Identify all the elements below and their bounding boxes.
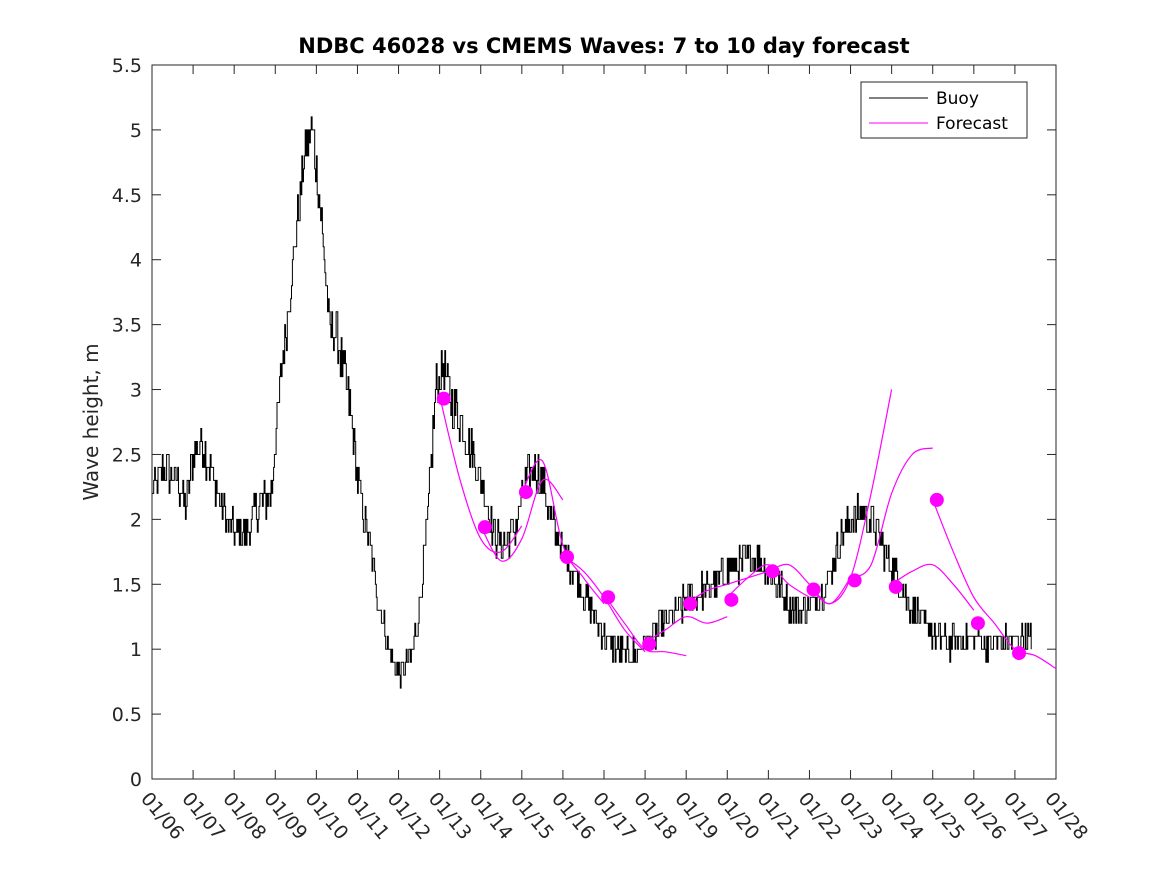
legend-buoy-label: Buoy (936, 89, 979, 109)
forecast-point (1012, 646, 1027, 661)
x-tick-label: 01/28 (1040, 788, 1092, 844)
x-tick-label: 01/15 (506, 788, 558, 844)
x-tick-label: 01/25 (917, 788, 969, 844)
forecast-point (683, 596, 698, 611)
x-tick-label: 01/10 (301, 788, 353, 844)
x-tick-labels: 01/0601/0701/0801/0901/1001/1101/1201/13… (136, 788, 1092, 844)
forecast-line (850, 447, 933, 579)
x-tick-label: 01/26 (958, 788, 1010, 844)
forecast-points (436, 391, 1027, 661)
x-tick-label: 01/14 (465, 788, 517, 844)
x-tick-label: 01/09 (259, 788, 311, 844)
x-tick-label: 01/22 (794, 788, 846, 844)
buoy-series (152, 116, 1032, 689)
y-tick-label: 0 (130, 769, 142, 791)
forecast-point (888, 579, 903, 594)
forecast-point (642, 636, 657, 651)
y-tick-label: 4.5 (112, 185, 142, 207)
forecast-point (518, 485, 533, 500)
y-tick-label: 3.5 (112, 315, 142, 337)
forecast-line (644, 616, 728, 644)
x-tick-label: 01/21 (753, 788, 805, 844)
forecast-point (436, 391, 451, 406)
x-tick-label: 01/23 (835, 788, 887, 844)
x-tick-label: 01/12 (383, 788, 435, 844)
y-tick-label: 4 (130, 250, 142, 272)
y-axis-label: Wave height, m (79, 343, 103, 500)
axes-box (151, 64, 1057, 780)
forecast-line (809, 389, 893, 605)
forecast-point (929, 492, 944, 507)
y-tick-label: 3 (130, 380, 142, 402)
y-tick-label: 5.5 (112, 55, 142, 77)
forecast-point (477, 520, 492, 535)
forecast-point (806, 582, 821, 597)
legend-forecast-label: Forecast (936, 114, 1008, 134)
legend: Buoy Forecast (860, 81, 1028, 139)
y-tick-label: 1.5 (112, 574, 142, 596)
y-tick-label: 1 (130, 639, 142, 661)
forecast-line (891, 563, 975, 611)
chart-title: NDBC 46028 vs CMEMS Waves: 7 to 10 day f… (298, 34, 909, 58)
forecast-point (560, 550, 575, 565)
x-tick-label: 01/24 (876, 788, 928, 844)
y-tick-label: 5 (130, 120, 142, 142)
x-tick-label: 01/20 (711, 788, 763, 844)
x-tick-label: 01/17 (588, 788, 640, 844)
forecast-point (765, 564, 780, 579)
y-tick-labels: 0 0.5 1 1.5 2 2.5 3 3.5 4 4.5 5 5.5 (112, 55, 142, 791)
legend-box (860, 81, 1028, 139)
forecast-line (726, 564, 810, 598)
x-tick-label: 01/06 (136, 788, 188, 844)
forecast-point (847, 573, 862, 588)
y-tick-label: 2.5 (112, 444, 142, 466)
x-tick-label: 01/11 (342, 788, 394, 844)
forecast-point (724, 592, 739, 607)
x-tick-label: 01/18 (629, 788, 681, 844)
y-tick-label: 2 (130, 509, 142, 531)
forecast-point (970, 616, 985, 631)
forecast-point (601, 590, 616, 605)
buoy-line (152, 116, 1032, 689)
x-tick-label: 01/13 (424, 788, 476, 844)
x-tick-label: 01/07 (177, 788, 229, 844)
forecast-line (439, 395, 523, 553)
x-tick-label: 01/19 (670, 788, 722, 844)
plot-area (151, 64, 1057, 780)
forecast-line (932, 499, 1057, 670)
x-tick-label: 01/27 (999, 788, 1051, 844)
x-tick-label: 01/08 (218, 788, 270, 844)
forecast-line (521, 459, 605, 605)
forecast-line (685, 570, 769, 605)
x-tick-label: 01/16 (547, 788, 599, 844)
y-tick-label: 0.5 (112, 704, 142, 726)
